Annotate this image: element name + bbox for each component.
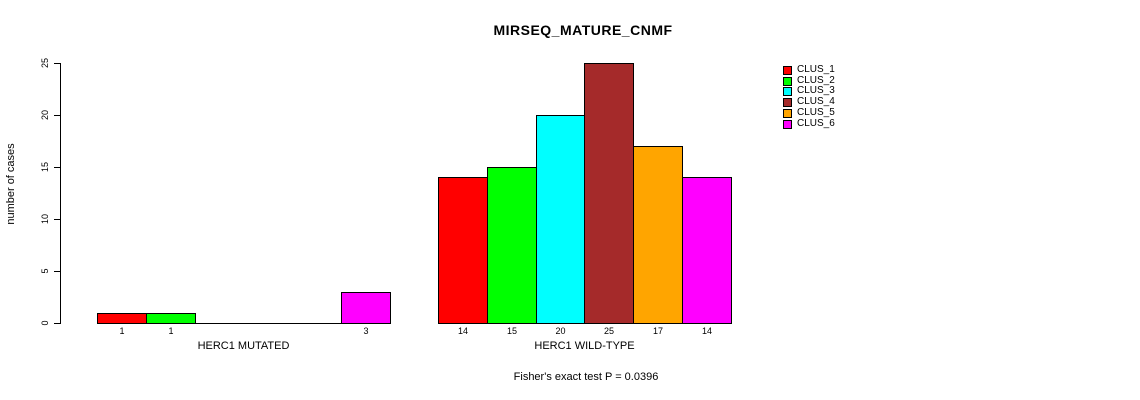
y-tick-label: 20: [40, 109, 50, 121]
bar-clus_1: [438, 177, 488, 324]
legend-color-swatch: [783, 77, 792, 86]
legend-color-swatch: [783, 109, 792, 118]
legend-label: CLUS_2: [797, 75, 835, 86]
legend-color-swatch: [783, 120, 792, 129]
group-baseline: [97, 323, 391, 324]
bar-clus_6: [682, 177, 732, 324]
y-tick-label: 5: [40, 268, 50, 274]
y-tick: [54, 167, 60, 168]
legend-label: CLUS_3: [797, 85, 835, 96]
y-tick: [54, 115, 60, 116]
legend-label: CLUS_4: [797, 96, 835, 107]
legend-item: CLUS_5: [783, 107, 853, 118]
bar-value-label: 25: [603, 326, 614, 336]
bar-value-label: 1: [168, 326, 174, 336]
y-tick-label: 25: [40, 57, 50, 69]
legend-color-swatch: [783, 87, 792, 96]
y-tick: [54, 323, 60, 324]
chart-title: MIRSEQ_MATURE_CNMF: [493, 22, 673, 38]
bar-value-label: 3: [363, 326, 369, 336]
bar-clus_2: [146, 313, 196, 324]
bar-clus_1: [97, 313, 147, 324]
legend-item: CLUS_6: [783, 118, 853, 129]
bar-value-label: 17: [652, 326, 663, 336]
bar-value-label: 14: [457, 326, 468, 336]
bar-value-label: 1: [119, 326, 125, 336]
bar-clus_3: [536, 115, 585, 324]
legend-color-swatch: [783, 98, 792, 107]
legend-label: CLUS_5: [797, 107, 835, 118]
y-tick-label: 15: [40, 161, 50, 173]
legend-item: CLUS_3: [783, 85, 853, 96]
legend-item: CLUS_2: [783, 75, 853, 86]
bar-value-label: 14: [701, 326, 712, 336]
bar-value-label: 20: [555, 326, 566, 336]
bar-clus_4: [584, 63, 634, 324]
y-axis-line: [60, 63, 61, 324]
legend-item: CLUS_4: [783, 96, 853, 107]
legend-item: CLUS_1: [783, 64, 853, 75]
legend-color-swatch: [783, 66, 792, 75]
bar-clus_2: [487, 167, 537, 324]
legend-label: CLUS_6: [797, 118, 835, 129]
y-tick: [54, 63, 60, 64]
y-tick: [54, 219, 60, 220]
fisher-test-annotation: Fisher's exact test P = 0.0396: [513, 371, 659, 383]
group-label: HERC1 MUTATED: [197, 340, 290, 352]
y-tick-label: 10: [40, 213, 50, 225]
y-axis-label-text: number of cases: [5, 143, 17, 225]
group-label: HERC1 WILD-TYPE: [534, 340, 635, 352]
y-tick: [54, 271, 60, 272]
bar-clus_5: [633, 146, 683, 324]
bar-value-label: 15: [506, 326, 517, 336]
y-tick-label: 0: [40, 320, 50, 326]
legend-label: CLUS_1: [797, 64, 835, 75]
bar-clus_6: [341, 292, 391, 324]
